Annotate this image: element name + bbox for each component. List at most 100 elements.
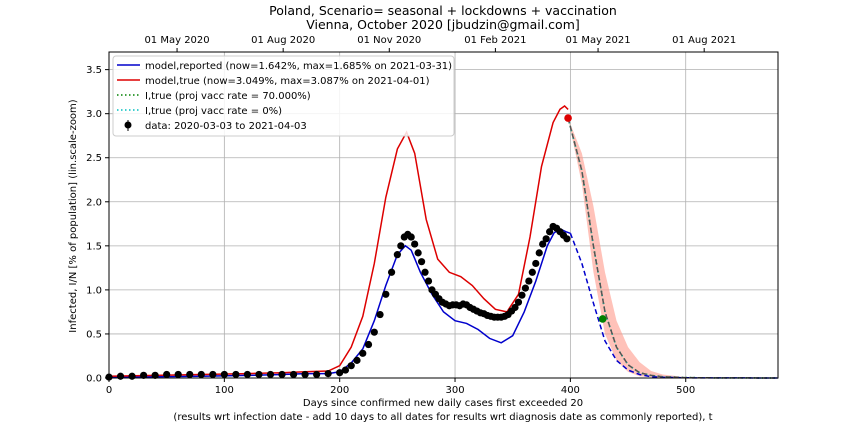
data-point [424,277,433,285]
x-tick-label: 200 [330,385,349,396]
legend-label: I,true (proj vacc rate = 70.000%) [145,91,311,102]
series-layer [108,105,779,379]
data-point [414,249,422,257]
data-point [417,258,426,266]
marker-now [564,114,572,122]
data-point [209,370,217,379]
top-axis-ticks: 01 May 2020 01 Aug 2020 01 Nov 2020 01 Feb … [144,35,736,52]
x-tick-label: 400 [561,385,580,396]
data-point [197,370,205,379]
data-point [336,369,344,377]
data-point [387,268,396,276]
data-point [542,235,550,243]
top-tick-label: 01 May 2021 [565,35,630,46]
data-point [376,310,384,319]
y-axis-ticks: 0.0 0.5 1.0 1.5 2.0 2.5 3.0 3.5 [86,65,109,385]
top-tick-label: 01 Feb 2021 [464,35,526,46]
data-point [407,233,415,241]
data-point [174,370,182,379]
data-point [163,370,171,379]
data-point [546,228,554,236]
data-point [525,277,533,285]
data-point [289,370,298,379]
data-point [347,362,355,370]
data-point [421,268,429,276]
data-point [521,284,529,292]
data-point [563,235,571,243]
y-tick-label: 2.0 [86,197,102,208]
legend-item: model,reported (now=1.642%, max=1.685% o… [117,61,452,72]
x-tick-label: 300 [445,385,464,396]
top-tick-label: 01 May 2020 [144,35,209,46]
data-point [539,240,547,248]
y-tick-label: 0.5 [86,329,102,340]
marker-point [598,315,607,323]
plot-frame [108,51,779,379]
y-tick-label: 3.5 [86,65,102,76]
data-point [511,303,519,312]
data-point [220,370,228,379]
legend-label: I,true (proj vacc rate = 0%) [145,106,282,117]
data-point [324,369,332,378]
data-point [243,370,252,379]
x-axis-label: Days since confirmed new daily cases fir… [303,398,583,409]
legend-swatch-data [124,121,132,129]
data-point [266,370,275,379]
data-point [186,370,194,379]
data-point [128,372,136,380]
y-tick-label: 1.0 [86,285,102,296]
data-point [364,340,373,349]
legend-label: data: 2020-03-03 to 2021-04-03 [145,121,307,132]
data-point [411,240,419,248]
legend-item: model,true (now=3.049%, max=3.087% on 20… [117,76,430,87]
y-tick-label: 3.0 [86,109,102,120]
data-point [393,251,401,259]
data-point [313,370,321,379]
data-point [232,370,240,379]
x-tick-label: 100 [215,385,234,396]
y-tick-label: 1.5 [86,241,102,252]
data-point [353,356,361,364]
data-point [278,370,286,379]
data-point [255,370,263,379]
y-tick-label: 0.0 [86,374,102,385]
y-axis-label: Infected, I/N [% of population] (lin.sca… [68,99,79,332]
series-line-true [108,105,569,377]
top-tick-label: 01 Aug 2021 [672,35,736,46]
data-point [397,242,405,250]
legend-item: I,true (proj vacc rate = 0%) [117,106,282,117]
legend-label: model,true (now=3.049%, max=3.087% on 20… [145,76,430,87]
data-point [359,349,367,357]
data-point [370,328,378,336]
legend-item: data: 2020-03-03 to 2021-04-03 [124,120,307,132]
data-point [535,249,543,257]
legend: model,reported (now=1.642%, max=1.685% o… [112,55,455,137]
data-point [151,371,159,379]
data-point [532,259,540,268]
data-point [528,268,536,276]
top-tick-label: 01 Nov 2020 [357,35,421,46]
x-tick-label: 0 [106,385,112,396]
x-tick-label: 500 [676,385,695,396]
data-point [116,372,125,380]
data-points-layer [105,222,571,381]
data-point [382,290,390,298]
data-point [341,366,350,374]
chart-subtitle: Vienna, October 2020 [jbudzin@gmail.com] [306,17,580,32]
data-point [140,371,148,379]
marker-layer [564,114,607,323]
legend-item: I,true (proj vacc rate = 70.000%) [117,91,311,102]
y-tick-label: 2.5 [86,153,102,164]
legend-label: model,reported (now=1.642%, max=1.685% o… [145,61,452,72]
x-axis-label-2: (results wrt infection date - add 10 day… [173,412,712,423]
uncertainty-band-layer [568,118,686,378]
data-point [518,291,526,299]
uncertainty-band [568,118,686,378]
data-point [514,298,523,306]
legend-box [112,55,455,137]
x-axis-ticks: 0 100 200 300 400 500 [106,378,695,396]
data-point [301,370,309,379]
chart-title: Poland, Scenario= seasonal + lockdowns +… [269,3,617,18]
top-tick-label: 01 Aug 2020 [251,35,315,46]
